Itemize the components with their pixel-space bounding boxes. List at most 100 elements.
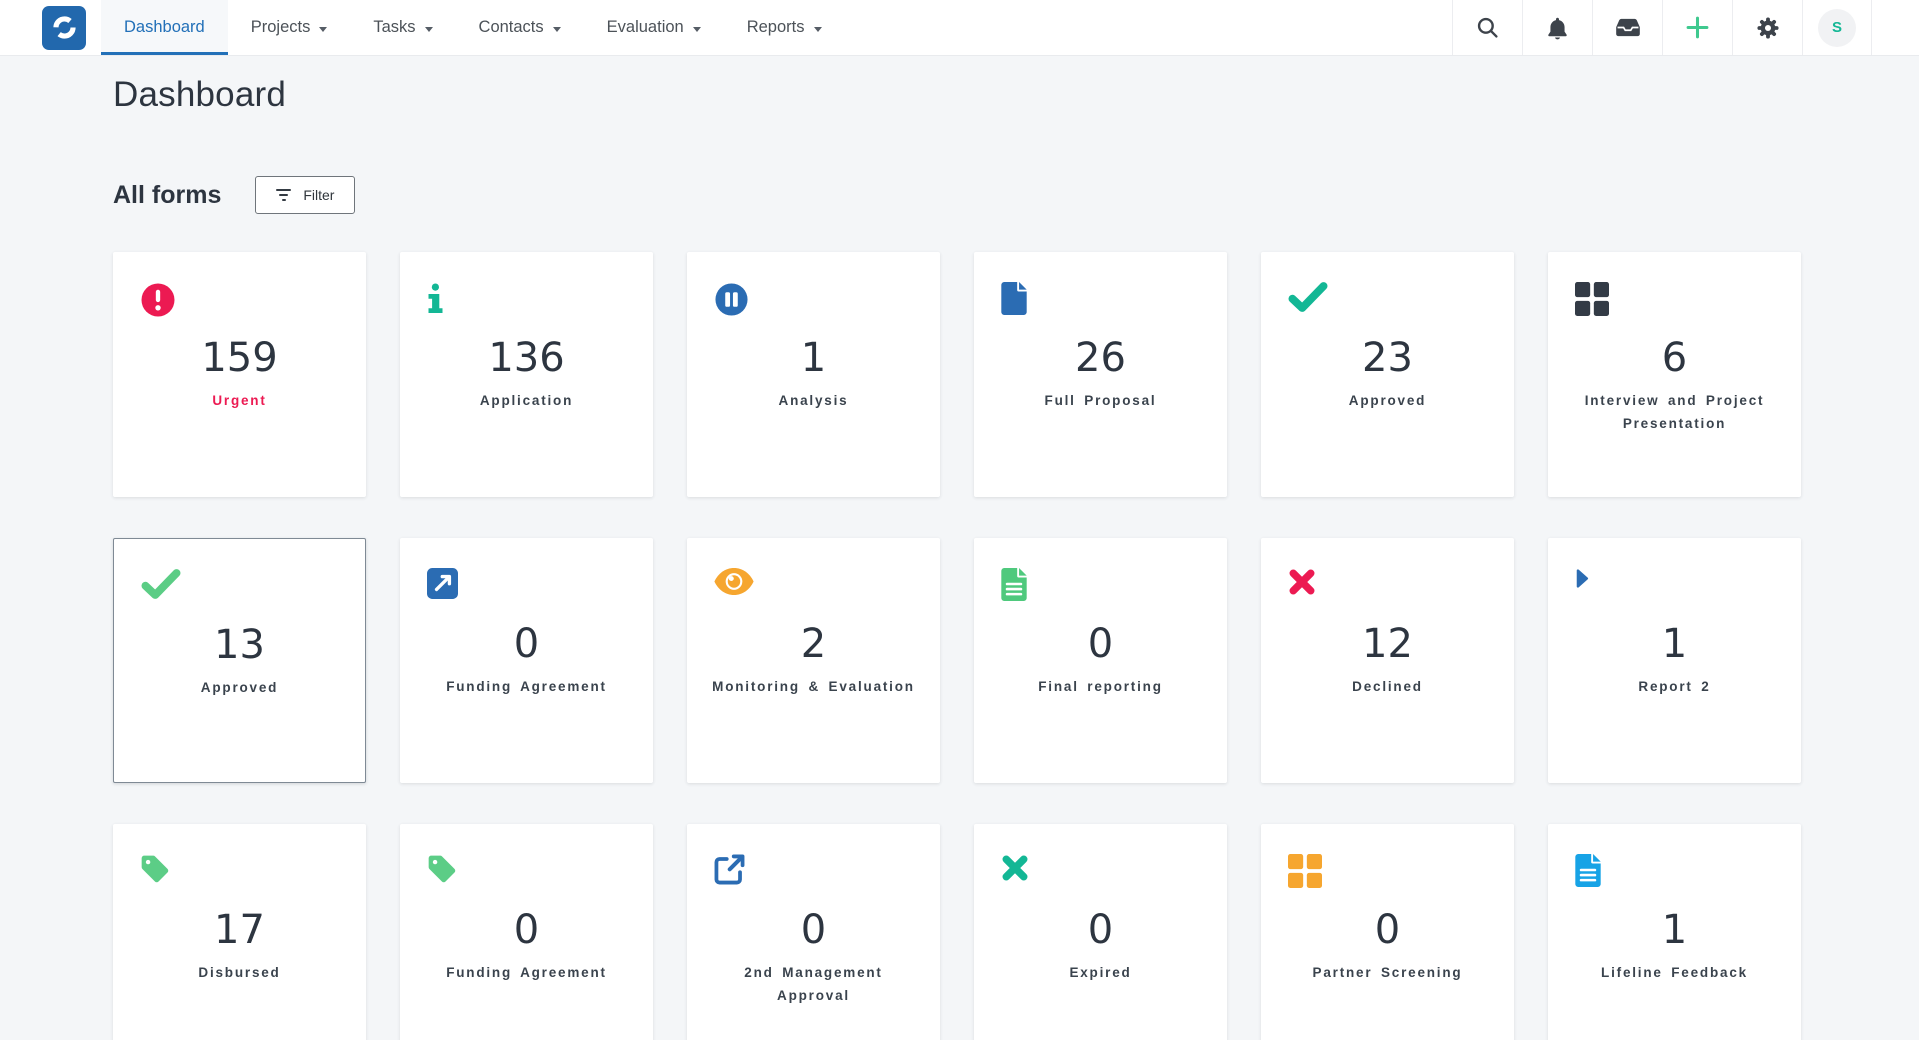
card-2nd-management-approval[interactable]: 0 2nd Management Approval — [687, 824, 940, 1040]
card-value: 26 — [1075, 335, 1126, 381]
card-value: 0 — [1087, 907, 1114, 953]
card-value: 0 — [800, 907, 827, 953]
search-icon — [1476, 16, 1499, 39]
card-interview-and-project-presentation[interactable]: 6 Interview and Project Presentation — [1548, 252, 1801, 497]
add-button[interactable] — [1662, 0, 1732, 55]
card-label: Interview and Project Presentation — [1584, 393, 1765, 431]
card-approved[interactable]: 23 Approved — [1261, 252, 1514, 497]
chevron-down-icon — [813, 26, 822, 32]
times-icon — [1288, 568, 1316, 596]
card-value: 17 — [214, 907, 265, 953]
section-header: All forms Filter — [113, 176, 1806, 214]
card-expired[interactable]: 0 Expired — [974, 824, 1227, 1040]
nav-item-label: Dashboard — [124, 18, 205, 36]
card-label: Partner Screening — [1312, 965, 1463, 980]
card-value: 13 — [214, 622, 265, 668]
card-lifeline-feedback[interactable]: 1 Lifeline Feedback — [1548, 824, 1801, 1040]
card-funding-agreement[interactable]: 0 Funding Agreement — [400, 824, 653, 1040]
card-analysis[interactable]: 1 Analysis — [687, 252, 940, 497]
card-report-2[interactable]: 1 Report 2 — [1548, 538, 1801, 783]
filter-button-label: Filter — [303, 187, 335, 203]
grid-icon — [1288, 854, 1322, 888]
card-value: 0 — [1374, 907, 1401, 953]
card-label: Monitoring & Evaluation — [712, 679, 915, 694]
card-value: 1 — [800, 335, 827, 381]
eye-icon — [714, 568, 754, 595]
card-value: 159 — [201, 335, 278, 381]
nav-item-label: Evaluation — [606, 18, 684, 36]
caret-right-icon — [1575, 568, 1590, 589]
nav-item-label: Contacts — [478, 18, 544, 36]
card-value: 0 — [513, 907, 540, 953]
external-link-icon — [714, 854, 745, 885]
nav-item-reports[interactable]: Reports — [724, 0, 845, 55]
card-application[interactable]: 136 Application — [400, 252, 653, 497]
card-label: Final reporting — [1038, 679, 1163, 694]
tag-icon — [140, 854, 171, 885]
card-label: Approved — [200, 680, 279, 695]
avatar: S — [1818, 8, 1856, 47]
nav-item-label: Projects — [250, 18, 311, 36]
file-lines-icon — [1001, 568, 1027, 601]
app-logo[interactable] — [42, 5, 86, 50]
bell-icon — [1547, 16, 1568, 40]
chevron-down-icon — [424, 26, 433, 32]
nav-item-evaluation[interactable]: Evaluation — [584, 0, 724, 55]
card-value: 12 — [1362, 621, 1413, 667]
times-icon — [1001, 854, 1029, 882]
check-icon — [1288, 282, 1328, 312]
nav-item-dashboard[interactable]: Dashboard — [101, 0, 228, 55]
card-full-proposal[interactable]: 26 Full Proposal — [974, 252, 1227, 497]
logo-ring-icon — [51, 14, 78, 41]
info-icon — [427, 282, 443, 315]
check-icon — [141, 569, 181, 599]
account-button[interactable]: S — [1802, 0, 1872, 55]
card-funding-agreement[interactable]: 0 Funding Agreement — [400, 538, 653, 783]
card-value: 23 — [1362, 335, 1413, 381]
settings-button[interactable] — [1732, 0, 1802, 55]
card-declined[interactable]: 12 Declined — [1261, 538, 1514, 783]
card-label: Lifeline Feedback — [1601, 965, 1748, 980]
notifications-button[interactable] — [1522, 0, 1592, 55]
gear-icon — [1756, 16, 1779, 39]
card-value: 1 — [1661, 621, 1688, 667]
avatar-initial: S — [1831, 19, 1842, 36]
card-label: Report 2 — [1638, 679, 1711, 694]
card-label: Funding Agreement — [446, 965, 607, 980]
card-label: Full Proposal — [1044, 393, 1157, 408]
nav-item-label: Tasks — [373, 18, 416, 36]
tag-icon — [427, 854, 458, 885]
card-value: 6 — [1661, 335, 1688, 381]
card-urgent[interactable]: 159 Urgent — [113, 252, 366, 497]
nav-item-contacts[interactable]: Contacts — [456, 0, 584, 55]
filter-button[interactable]: Filter — [255, 176, 356, 214]
pause-circle-icon — [714, 282, 749, 317]
external-link-square-icon — [427, 568, 458, 599]
inbox-button[interactable] — [1592, 0, 1662, 55]
grid-icon — [1575, 282, 1609, 316]
top-nav: Dashboard Projects Tasks Contacts Evaluation… — [0, 0, 1919, 56]
nav-item-tasks[interactable]: Tasks — [350, 0, 455, 55]
card-monitoring-evaluation[interactable]: 2 Monitoring & Evaluation — [687, 538, 940, 783]
filter-icon — [276, 189, 292, 201]
plus-icon — [1686, 16, 1709, 39]
card-value: 1 — [1661, 907, 1688, 953]
card-value: 0 — [1087, 621, 1114, 667]
card-label: Declined — [1352, 679, 1423, 694]
nav-item-label: Reports — [746, 18, 805, 36]
card-label: Approved — [1348, 393, 1427, 408]
card-label: Urgent — [212, 393, 267, 408]
card-disbursed[interactable]: 17 Disbursed — [113, 824, 366, 1040]
chevron-down-icon — [552, 26, 561, 32]
card-partner-screening[interactable]: 0 Partner Screening — [1261, 824, 1514, 1040]
chevron-down-icon — [692, 26, 701, 32]
card-label: Application — [479, 393, 574, 408]
nav-item-projects[interactable]: Projects — [228, 0, 351, 55]
card-approved[interactable]: 13 Approved — [113, 538, 366, 783]
card-label: Funding Agreement — [446, 679, 607, 694]
search-button[interactable] — [1452, 0, 1522, 55]
file-lines-icon — [1575, 854, 1601, 887]
nav-actions: S — [1452, 0, 1919, 55]
main-content: Dashboard All forms Filter 159 Urgent 136 A… — [0, 75, 1919, 1040]
card-final-reporting[interactable]: 0 Final reporting — [974, 538, 1227, 783]
